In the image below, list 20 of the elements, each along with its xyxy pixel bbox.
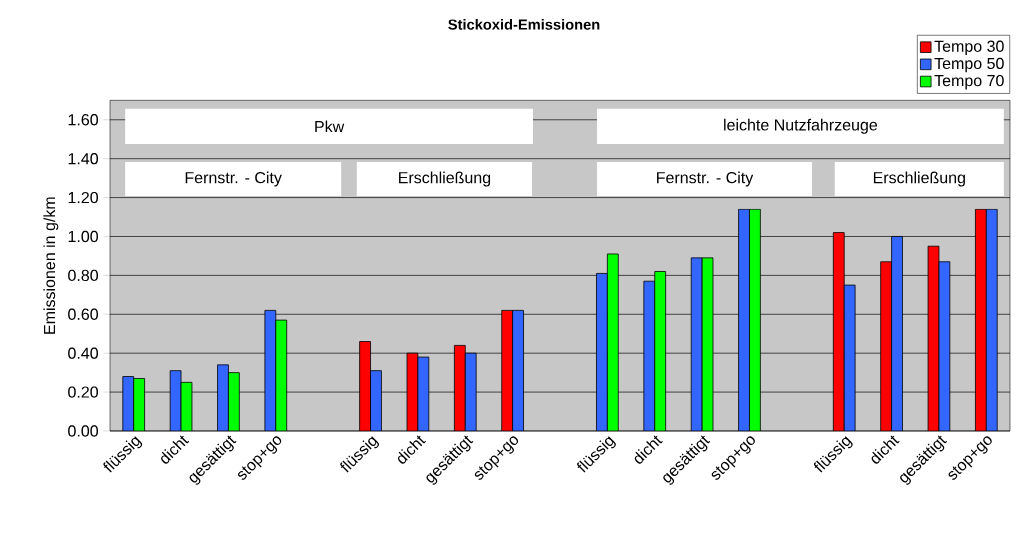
y-tick-label: 0.80	[68, 269, 99, 282]
annotation: Pkw	[315, 120, 345, 133]
y-tick-label: 0.60	[68, 308, 99, 320]
legend-label: Tempo 30	[934, 40, 1004, 56]
y-tick-label: 0.40	[68, 347, 99, 359]
y-tick-label: 0.00	[68, 425, 99, 437]
legend-label: Tempo 50	[934, 57, 1004, 73]
legend-label: Tempo 70	[934, 74, 1004, 90]
annotation: Erschließung	[399, 171, 491, 187]
annotation: leichte Nutzfahrzeuge	[724, 118, 878, 134]
annotation: Erschließung	[873, 171, 965, 187]
y-tick-label: 1.20	[68, 191, 99, 204]
chart-title: Stickoxid-Emissionen	[448, 18, 600, 30]
y-tick-label: 0.20	[68, 386, 99, 398]
annotation: Fernstr. - City	[657, 171, 754, 187]
y-tick-label: 1.00	[68, 230, 99, 243]
annotation: Fernstr. - City	[185, 171, 282, 187]
y-axis-title: Emissionen in g/km	[43, 197, 59, 334]
y-tick-label: 1.60	[68, 114, 99, 126]
y-tick-label: 1.40	[68, 153, 99, 165]
